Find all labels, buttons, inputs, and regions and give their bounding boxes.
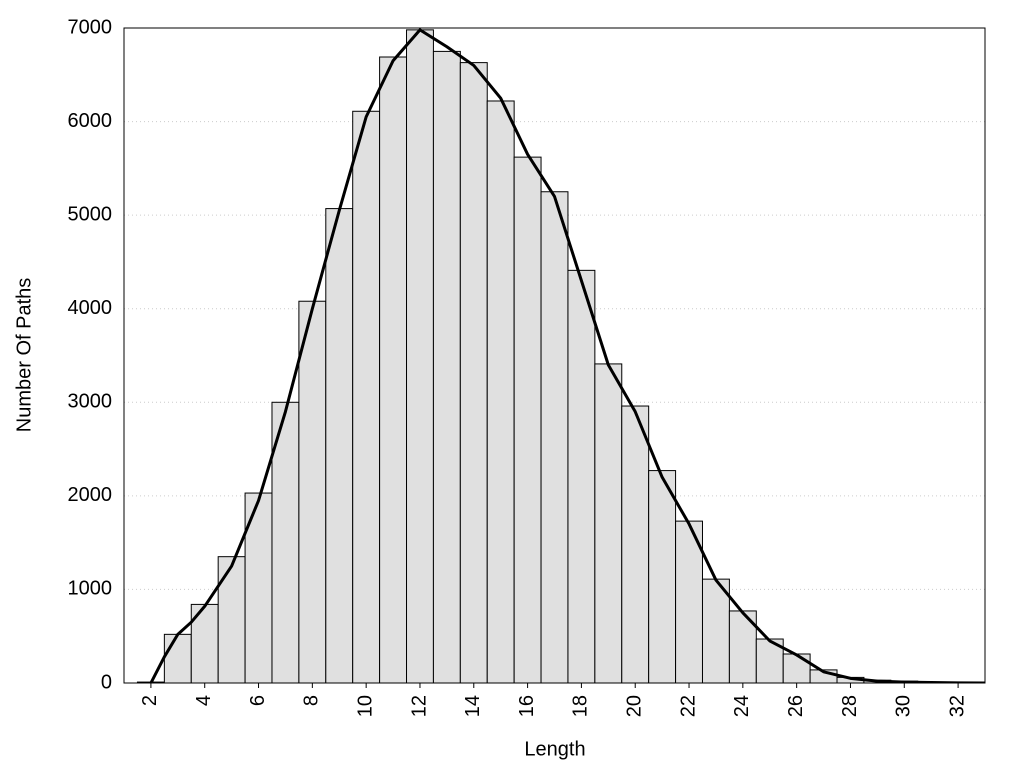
bar [298,300,327,683]
x-tick-label: 28 [839,695,861,717]
x-tick-label: 4 [193,695,215,706]
bar [594,363,623,683]
x-tick-label: 6 [247,695,269,706]
bar [163,633,192,683]
bar [217,556,246,683]
y-tick-label: 2000 [68,484,113,506]
y-tick-label: 3000 [68,391,113,413]
bar [782,653,811,683]
x-tick-label: 8 [301,695,323,706]
y-tick-label: 4000 [68,297,113,319]
x-tick-label: 20 [624,695,646,717]
plot-border [123,27,986,684]
x-tick-label: 16 [516,695,538,717]
bar [648,470,677,683]
y-tick-label: 1000 [68,578,113,600]
x-tick-label: 30 [893,695,915,717]
bar [701,578,730,683]
x-tick-label: 14 [462,695,484,717]
bar [406,29,434,683]
x-tick-label: 12 [408,695,430,717]
x-axis-label: Length [524,738,585,760]
x-tick-label: 26 [785,695,807,717]
x-tick-label: 32 [946,695,968,717]
density-curve [149,28,985,683]
bar [379,56,408,683]
y-tick-label: 7000 [68,16,113,38]
bar [459,62,488,683]
bar [352,110,381,683]
x-tick-label: 2 [139,695,161,706]
y-tick-label: 5000 [68,203,113,225]
bar [513,156,542,683]
y-tick-label: 0 [101,671,112,693]
x-tick-label: 24 [731,695,753,717]
x-tick-label: 22 [677,695,699,717]
x-tick-label: 18 [570,695,592,717]
bar [621,405,650,683]
bar [540,191,569,683]
bar [325,208,354,683]
x-tick-label: 10 [354,695,376,717]
bar [567,269,596,683]
bar [432,50,461,683]
y-axis-label: Number Of Paths [13,278,35,433]
y-tick-label: 6000 [68,110,113,132]
bar [486,100,515,683]
